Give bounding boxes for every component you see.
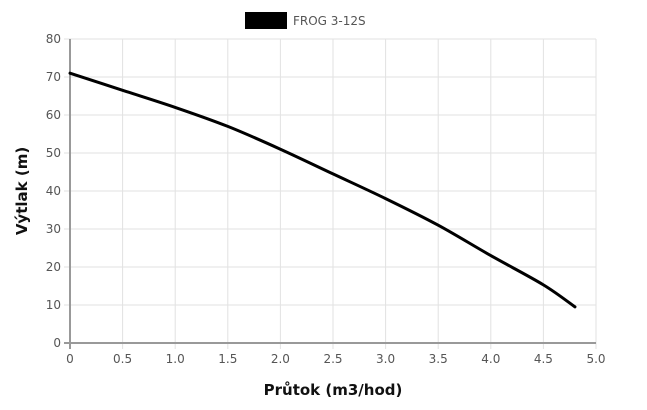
legend-swatch[interactable] (245, 12, 287, 29)
y-tick-label: 60 (46, 108, 61, 122)
y-tick-label: 20 (46, 260, 61, 274)
x-tick-label: 4.5 (534, 352, 553, 366)
x-tick-label: 1.5 (218, 352, 237, 366)
x-tick-label: 4.0 (481, 352, 500, 366)
gridlines (70, 38, 597, 343)
x-tick-label: 3.5 (429, 352, 448, 366)
y-tick-label: 50 (46, 146, 61, 160)
series-line-frog-3-12s (68, 71, 577, 309)
y-axis-title: Výtlak (m) (13, 147, 31, 235)
y-tick-label: 70 (46, 70, 61, 84)
x-tick-label: 1.0 (166, 352, 185, 366)
legend[interactable]: FROG 3-12S (245, 12, 366, 29)
y-axis-ticks: 0 10 20 30 40 50 60 70 80 (46, 32, 61, 350)
x-axis-title: Průtok (m3/hod) (264, 381, 403, 399)
y-tick-label: 0 (53, 336, 61, 350)
x-tick-label: 2.0 (271, 352, 290, 366)
x-tick-label: 2.5 (323, 352, 342, 366)
y-tick-label: 40 (46, 184, 61, 198)
x-axis-ticks: 0 0.5 1.0 1.5 2.0 2.5 3.0 3.5 4.0 4.5 5.0 (66, 352, 605, 366)
y-tick-label: 80 (46, 32, 61, 46)
y-tick-label: 10 (46, 298, 61, 312)
x-tick-label: 0 (66, 352, 74, 366)
x-tick-label: 5.0 (586, 352, 605, 366)
x-tick-label: 0.5 (113, 352, 132, 366)
x-tick-label: 3.0 (376, 352, 395, 366)
axes (64, 38, 597, 349)
legend-label[interactable]: FROG 3-12S (293, 14, 366, 28)
y-tick-label: 30 (46, 222, 61, 236)
